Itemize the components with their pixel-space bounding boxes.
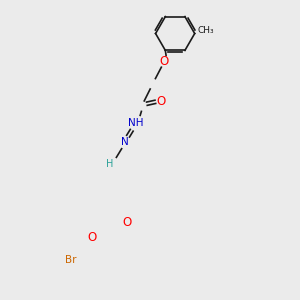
Text: H: H <box>106 159 113 169</box>
Text: Br: Br <box>64 255 76 265</box>
Text: O: O <box>159 55 169 68</box>
Text: N: N <box>121 137 129 147</box>
Text: O: O <box>122 216 131 229</box>
Text: NH: NH <box>128 118 144 128</box>
Text: O: O <box>88 231 97 244</box>
Text: CH₃: CH₃ <box>197 26 214 35</box>
Text: O: O <box>157 95 166 108</box>
